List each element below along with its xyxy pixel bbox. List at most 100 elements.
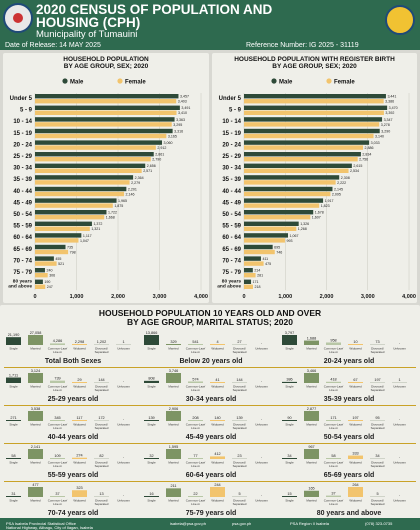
marital-category-label: Widowed <box>349 423 362 427</box>
bar-value-label: 2,534 <box>350 169 359 173</box>
bar-male <box>244 198 324 203</box>
marital-subchart: 139 Single 2,906 Married 208 Common-Law/Live-… <box>142 406 280 444</box>
marital-bar-value: 5 <box>376 492 378 496</box>
marital-bar-value: - <box>399 455 401 459</box>
marital-category-label: Live-in <box>53 350 62 354</box>
marital-bar <box>282 496 297 497</box>
marital-category-label: Single <box>9 347 18 351</box>
marital-bar-value: 211 <box>170 484 176 488</box>
marital-subchart: 34 Single 967 Married 58 Common-Law/Live-in 33… <box>280 444 418 482</box>
marital-bar-value: 808 <box>148 377 154 381</box>
marital-group-label: 30-34 years old <box>185 396 237 403</box>
bar-male <box>244 140 370 145</box>
marital-bar-value: 2,906 <box>169 407 179 411</box>
bar-male <box>35 152 154 157</box>
chart-panel-household-population: HOUSEHOLD POPULATION BY AGE GROUP, SEX; … <box>3 53 209 303</box>
bar-female <box>35 238 79 243</box>
bar-value-label: 2,571 <box>143 169 152 173</box>
marital-category-label: Divorced/ <box>95 499 108 503</box>
bar-male <box>244 152 361 157</box>
bar-value-label: 1,117 <box>83 234 92 238</box>
bar-female <box>35 284 46 289</box>
marital-category-label: Separated <box>95 350 109 354</box>
marital-category-label: Married <box>168 461 179 465</box>
marital-category-label: Single <box>9 499 18 503</box>
title-line-2: HOUSING (CPH) <box>36 15 141 30</box>
bar-male <box>244 128 380 134</box>
marital-category-label: Separated <box>95 426 109 430</box>
marital-category-label: Married <box>306 499 317 503</box>
bar-value-label: 3,347 <box>384 118 393 122</box>
marital-category-label: Widowed <box>211 461 224 465</box>
marital-category-label: Widowed <box>211 499 224 503</box>
marital-bar <box>348 487 363 497</box>
marital-group-label: 35-39 years old <box>323 396 375 403</box>
marital-bar <box>166 449 181 459</box>
marital-bar-value: 2,877 <box>307 407 317 411</box>
bar-male <box>35 221 92 226</box>
bar-female <box>35 215 105 220</box>
marital-subchart: 32 Single 1,595 Married 77 Common-Law/Live-in… <box>142 444 280 482</box>
marital-bar <box>94 458 109 459</box>
bar-value-label: 2,145 <box>334 187 343 191</box>
bar-value-label: 1,067 <box>290 234 299 238</box>
marital-bar-value: - <box>261 455 263 459</box>
marital-category-label: Live-in <box>191 388 200 392</box>
marital-bar <box>304 373 319 383</box>
marital-bar <box>232 382 247 383</box>
bar-value-label: 1,047 <box>80 239 89 243</box>
y-category-label: and above <box>217 284 241 290</box>
bar-male <box>244 244 273 250</box>
marital-category-label: Live-in <box>191 426 200 430</box>
bar-male <box>244 268 253 273</box>
marital-category-label: Common-Law/ <box>186 499 206 503</box>
marital-bar-value: 3,538 <box>31 407 41 411</box>
bar-value-label: 3,278 <box>381 123 390 127</box>
y-category-label: 55 - 59 <box>222 224 241 230</box>
marital-bar-chart: 16 Single 211 Married 22 Common-Law/Live-in 24… <box>144 483 268 506</box>
marital-bar <box>50 458 65 459</box>
marital-subchart: 58 Single 2,141 Married 109 Common-Law/Live-i… <box>4 444 142 482</box>
marital-bar-value: 58 <box>11 454 15 458</box>
bar-value-label: 695 <box>274 245 280 249</box>
marital-category-label: Married <box>168 347 179 351</box>
bar-female <box>244 168 349 173</box>
bar-value-label: 521 <box>58 262 64 266</box>
footer-website[interactable]: psa.gov.ph <box>232 521 252 526</box>
marital-category-label: Common-Law/ <box>324 385 344 389</box>
footer-email[interactable]: isabela@psa.gov.ph <box>170 521 207 526</box>
marital-group-label: 60-64 years old <box>185 472 237 479</box>
bar-value-label: 1,917 <box>325 199 334 203</box>
marital-bar-value: 77 <box>193 454 197 458</box>
marital-category-label: Widowed <box>349 385 362 389</box>
bar-female <box>35 168 142 173</box>
marital-category-label: Single <box>147 423 156 427</box>
marital-bar <box>304 490 319 497</box>
bar-value-label: 3,363 <box>176 118 185 122</box>
marital-bar-value: 967 <box>308 445 314 449</box>
bar-value-label: 475 <box>265 262 271 266</box>
marital-category-label: Divorced/ <box>95 385 108 389</box>
population-bar-chart: Male Female 0 1,000 2,000 3,000 4,000 Under 5 3,… <box>8 78 208 300</box>
release-date: Date of Release: 14 MAY 2025 <box>5 42 101 49</box>
marital-category-label: Separated <box>95 388 109 392</box>
bar-male <box>35 244 66 250</box>
marital-category-label: Married <box>306 423 317 427</box>
marital-bar <box>210 456 225 459</box>
marital-category-label: Married <box>30 347 41 351</box>
bar-value-label: 3,457 <box>180 95 189 99</box>
marital-category-label: Divorced/ <box>233 499 246 503</box>
marital-bar-value: 34 <box>375 454 379 458</box>
bar-female <box>35 180 130 185</box>
y-category-label: 5 - 9 <box>229 108 242 114</box>
marital-category-label: Single <box>285 423 294 427</box>
row-divider <box>4 367 416 368</box>
bar-value-label: 3,470 <box>389 106 398 110</box>
bar-value-label: 218 <box>254 285 260 289</box>
footer-facebook[interactable]: PSA Region II Isabela <box>290 521 329 526</box>
marital-bar-value: 958 <box>330 338 336 342</box>
bar-male <box>244 210 314 215</box>
y-category-label: 60 - 64 <box>13 235 32 241</box>
bar-value-label: 411 <box>262 257 268 261</box>
marital-category-label: Live-in <box>53 426 62 430</box>
